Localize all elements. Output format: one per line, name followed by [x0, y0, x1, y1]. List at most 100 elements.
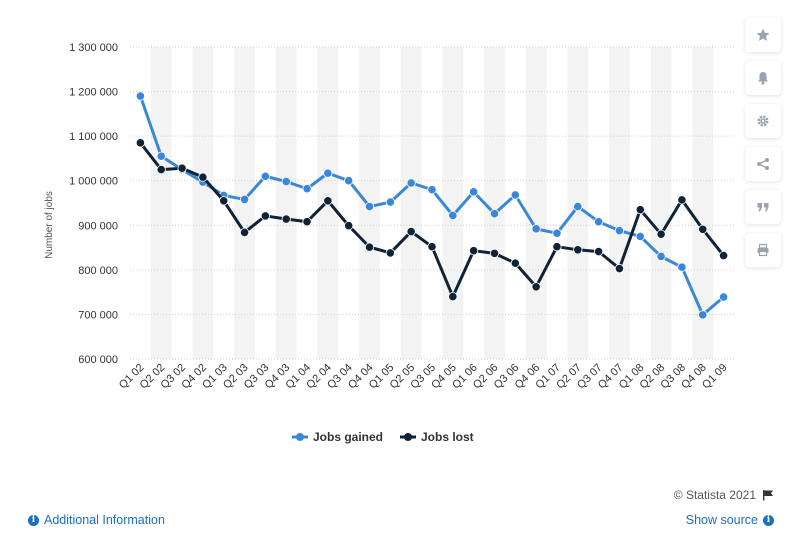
data-point[interactable] — [489, 209, 500, 219]
data-point[interactable] — [385, 197, 395, 207]
data-point[interactable] — [614, 263, 625, 274]
data-point[interactable] — [656, 229, 666, 239]
data-point[interactable] — [135, 138, 146, 148]
data-point[interactable] — [510, 190, 520, 200]
quote-icon — [757, 203, 769, 212]
data-point[interactable] — [448, 210, 458, 221]
favorite-button[interactable] — [745, 18, 781, 52]
data-point[interactable] — [406, 226, 416, 237]
data-point[interactable] — [260, 211, 270, 221]
y-tick-label: 1 000 000 — [69, 176, 118, 188]
data-point[interactable] — [531, 224, 541, 234]
info-icon: i — [763, 514, 774, 526]
data-point[interactable] — [427, 242, 437, 252]
data-point[interactable] — [406, 178, 416, 188]
data-point[interactable] — [302, 184, 312, 194]
data-point[interactable] — [364, 242, 375, 252]
settings-button[interactable] — [745, 104, 781, 138]
category-band — [192, 47, 214, 359]
category-band — [400, 47, 422, 359]
y-tick-label: 1 300 000 — [69, 42, 118, 54]
data-point[interactable] — [385, 248, 395, 258]
data-point[interactable] — [510, 258, 520, 268]
data-point[interactable] — [531, 282, 541, 292]
legend-item[interactable]: Jobs lost — [400, 430, 474, 444]
data-point[interactable] — [552, 242, 562, 252]
data-point[interactable] — [448, 291, 458, 302]
data-point[interactable] — [635, 205, 645, 215]
data-point[interactable] — [260, 171, 270, 181]
category-band — [484, 47, 505, 359]
side-toolbar — [745, 18, 781, 267]
info-icon: i — [28, 514, 39, 526]
data-point[interactable] — [573, 201, 583, 212]
data-point[interactable] — [469, 246, 479, 256]
data-point[interactable] — [698, 224, 708, 234]
data-point[interactable] — [219, 196, 229, 206]
share-button[interactable] — [745, 147, 781, 181]
y-tick-label: 1 100 000 — [69, 131, 118, 143]
category-band — [275, 47, 297, 359]
data-point[interactable] — [302, 217, 312, 227]
data-point[interactable] — [323, 168, 333, 178]
legend-marker — [404, 433, 412, 441]
share-icon — [757, 158, 769, 170]
cite-button[interactable] — [745, 190, 781, 224]
plot-bands — [150, 47, 714, 359]
category-band — [525, 47, 547, 359]
data-point[interactable] — [552, 228, 562, 238]
credit-text: © Statista 2021 — [673, 488, 756, 502]
print-button[interactable] — [745, 233, 781, 267]
data-point[interactable] — [156, 151, 166, 161]
category-band — [692, 47, 714, 359]
data-point[interactable] — [239, 227, 250, 238]
data-point[interactable] — [427, 185, 437, 195]
data-point[interactable] — [281, 177, 291, 187]
statista-credit[interactable]: © Statista 2021 — [674, 488, 774, 502]
data-point[interactable] — [198, 172, 208, 182]
data-point[interactable] — [489, 248, 500, 258]
data-point[interactable] — [594, 246, 604, 257]
data-point[interactable] — [573, 245, 583, 255]
data-point[interactable] — [698, 310, 708, 320]
data-point[interactable] — [135, 91, 146, 101]
legend-label: Jobs lost — [421, 430, 474, 444]
data-point[interactable] — [656, 251, 666, 262]
data-point[interactable] — [677, 262, 687, 272]
data-point[interactable] — [177, 163, 187, 173]
series-1 — [135, 138, 729, 302]
bell-icon — [758, 72, 768, 85]
legend-label: Jobs gained — [313, 430, 383, 444]
data-point[interactable] — [469, 187, 479, 197]
data-point[interactable] — [364, 201, 375, 212]
data-point[interactable] — [718, 292, 729, 302]
star-icon — [756, 28, 770, 41]
category-band — [150, 47, 172, 359]
notification-button[interactable] — [745, 61, 781, 95]
data-point[interactable] — [281, 214, 291, 224]
data-point[interactable] — [344, 221, 354, 231]
data-point[interactable] — [156, 164, 166, 175]
show-source-link[interactable]: Show source i — [686, 513, 774, 527]
y-tick-label: 1 200 000 — [69, 87, 118, 99]
y-tick-label: 600 000 — [78, 354, 118, 366]
data-point[interactable] — [677, 195, 687, 205]
category-band — [442, 47, 464, 359]
data-point[interactable] — [239, 194, 250, 205]
legend[interactable]: Jobs gained Jobs lost — [292, 430, 474, 444]
data-point[interactable] — [594, 217, 604, 227]
data-point[interactable] — [323, 196, 333, 206]
data-point[interactable] — [635, 231, 645, 242]
data-point[interactable] — [614, 226, 625, 236]
additional-information-link[interactable]: i Additional Information — [28, 513, 165, 527]
category-band — [650, 47, 672, 359]
data-point[interactable] — [344, 176, 354, 186]
data-point[interactable] — [718, 250, 729, 261]
series — [135, 91, 729, 320]
additional-information-label: Additional Information — [44, 513, 165, 527]
y-tick-label: 800 000 — [78, 265, 118, 277]
legend-item[interactable]: Jobs gained — [292, 430, 383, 444]
flag-icon — [763, 490, 773, 501]
